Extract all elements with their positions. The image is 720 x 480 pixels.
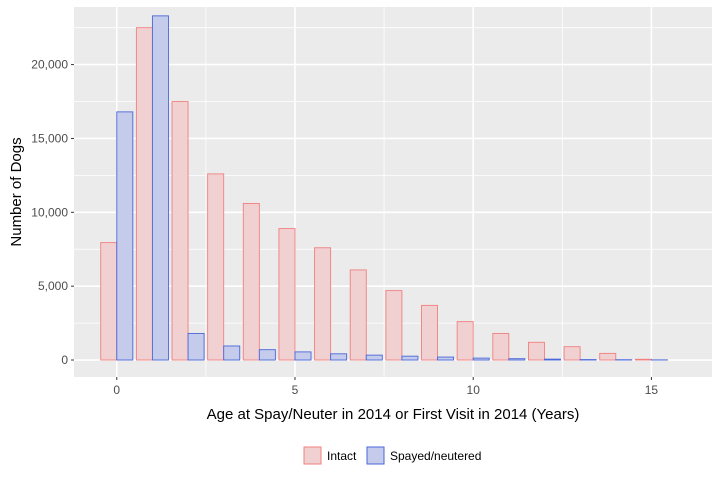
bar-intact — [135, 27, 153, 361]
bar-spayed-neutered — [365, 354, 383, 361]
bar-spayed-neutered — [187, 332, 205, 361]
legend-key-intact — [303, 446, 322, 465]
bar-intact — [349, 269, 367, 361]
bars — [100, 15, 668, 361]
bar-spayed-neutered — [116, 111, 134, 361]
bar-spayed-neutered — [258, 349, 276, 361]
bar-intact — [171, 101, 189, 361]
y-tick-label: 0 — [61, 353, 68, 367]
bar-intact — [314, 247, 332, 361]
legend-key-spayed-neutered — [366, 446, 385, 465]
bar-intact — [527, 341, 545, 361]
y-tick-label: 20,000 — [31, 58, 68, 72]
bar-intact — [242, 202, 260, 361]
x-tick-label: 15 — [645, 383, 659, 397]
bar-intact — [385, 290, 403, 361]
y-tick-label: 10,000 — [31, 205, 68, 219]
bar-intact — [563, 346, 581, 361]
bar-spayed-neutered — [151, 15, 169, 361]
legend-label-intact: Intact — [327, 449, 357, 463]
bar-spayed-neutered — [508, 358, 526, 361]
bar-intact — [207, 173, 225, 361]
bar-intact — [599, 352, 617, 361]
legend-label-spayed-neutered: Spayed/neutered — [390, 449, 481, 463]
x-tick-label: 5 — [292, 383, 299, 397]
x-tick-label: 0 — [113, 383, 120, 397]
bar-spayed-neutered — [330, 353, 348, 361]
bar-spayed-neutered — [401, 355, 419, 361]
bar-spayed-neutered — [294, 351, 312, 361]
x-tick-label: 10 — [467, 383, 481, 397]
bar-intact — [492, 332, 510, 361]
bar-intact — [421, 304, 439, 361]
y-axis-title: Number of Dogs — [8, 137, 25, 246]
x-axis: 0 5 10 15 — [113, 377, 658, 397]
bar-intact — [456, 321, 474, 361]
y-axis: 0 5,000 10,000 15,000 20,000 — [31, 58, 74, 367]
y-tick-label: 5,000 — [38, 279, 68, 293]
bar-spayed-neutered — [437, 356, 455, 361]
legend: Intact Spayed/neutered — [303, 446, 481, 465]
x-axis-title: Age at Spay/Neuter in 2014 or First Visi… — [207, 406, 580, 423]
y-tick-label: 15,000 — [31, 131, 68, 145]
bar-intact — [634, 358, 652, 361]
bar-intact — [100, 242, 118, 361]
bar-spayed-neutered — [544, 358, 561, 361]
bar-spayed-neutered — [223, 345, 241, 361]
bar-spayed-neutered — [472, 357, 490, 361]
bar-intact — [278, 228, 296, 361]
